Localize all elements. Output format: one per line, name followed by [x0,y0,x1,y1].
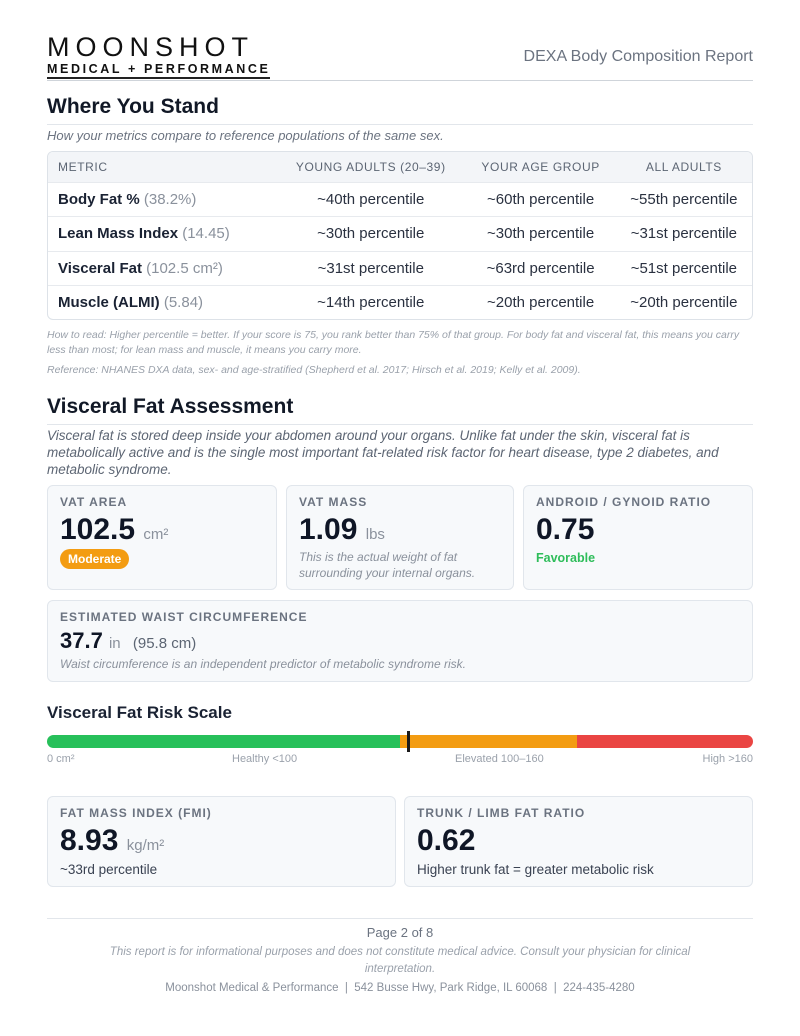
metric-card: VAT AREA 102.5 cm² Moderate [47,485,277,590]
disclaimer: This report is for informational purpose… [109,946,691,975]
table-row: Visceral Fat (102.5 cm²) ~31st percentile… [48,250,752,285]
card-value: 37.7 [60,628,103,653]
divider [47,124,753,125]
card-unit: in [108,635,121,652]
note: How to read: Higher percentile = better.… [47,329,740,356]
percentile-cell: ~31st percentile [615,216,752,250]
metric-name: Lean Mass Index [58,225,179,243]
percentile-cell: ~30th percentile [465,216,616,250]
card-value: 8.93 [60,824,119,857]
percentile-cell: ~31st percentile [276,250,466,285]
column-header: ALL ADULTS [615,152,752,182]
card-value: 0.62 [417,824,476,857]
percentile-cell: ~51st percentile [615,250,752,285]
card-note: Waist circumference is an independent pr… [60,657,466,671]
percentile-cell: ~40th percentile [276,182,466,216]
metric-value: (102.5 cm²) [146,259,223,277]
note: Reference: NHANES DXA data, sex- and age… [47,364,581,376]
metric-cell: Lean Mass Index (14.45) [48,216,277,250]
risk-scale-bar [47,735,753,748]
percentile-cell: ~30th percentile [276,216,466,250]
section-intro: Visceral fat is stored deep inside your … [47,428,719,477]
card-unit: kg/m² [126,837,165,854]
divider [47,424,753,425]
scale-segment [576,735,753,748]
scale-label: Healthy <100 [232,753,298,765]
scale-marker [407,731,410,752]
column-header: METRIC [48,152,277,182]
card-value-row: 8.93 kg/m² [60,824,383,858]
section-subtitle: How your metrics compare to reference po… [47,128,444,143]
metric-card: TRUNK / LIMB FAT RATIO 0.62 Higher trunk… [404,796,753,887]
metric-value: (5.84) [163,294,204,312]
percentile-table: METRIC YOUNG ADULTS (20–39) YOUR AGE GROUP… [48,152,752,319]
column-header: YOUR AGE GROUP [465,152,616,182]
card-alt-value: (95.8 cm) [132,635,197,652]
page-number: Page 2 of 8 [366,925,434,940]
card-unit: cm² [143,526,169,543]
card-label: VAT MASS [299,495,368,509]
waist-card: ESTIMATED WAIST CIRCUMFERENCE 37.7 in (9… [47,600,753,682]
card-value: 0.75 [536,513,595,546]
metric-name: Muscle (ALMI) [58,294,160,312]
metric-card: ANDROID / GYNOID RATIO 0.75 Favorable [523,485,753,590]
card-sub: ~33rd percentile [60,862,158,877]
table-header: METRIC YOUNG ADULTS (20–39) YOUR AGE GROUP… [48,152,752,182]
table-box: METRIC YOUNG ADULTS (20–39) YOUR AGE GROUP… [47,151,753,321]
card-value: 102.5 [60,513,136,546]
percentile-cell: ~14th percentile [276,284,466,319]
scale-title: Visceral Fat Risk Scale [47,703,232,722]
card-unit: lbs [365,526,385,543]
table-row: Lean Mass Index (14.45) ~30th percentile ~… [48,216,752,250]
scale-label: 0 cm² [47,753,75,765]
card-label: FAT MASS INDEX (FMI) [60,806,212,820]
card-label: ESTIMATED WAIST CIRCUMFERENCE [60,610,308,624]
contact: Moonshot Medical & Performance | 542 Bus… [165,982,635,994]
metric-card: FAT MASS INDEX (FMI) 8.93 kg/m² ~33rd pe… [47,796,396,887]
card-note: This is the actual weight of fat surroun… [299,550,476,580]
metric-value: (14.45) [182,225,230,243]
percentile-cell: ~20th percentile [615,284,752,319]
metric-cell: Muscle (ALMI) (5.84) [48,284,277,319]
card-value-row: 1.09 lbs [299,513,501,547]
brand-subtitle: MEDICAL + PERFORMANCE [47,62,271,79]
column-header: YOUNG ADULTS (20–39) [276,152,466,182]
metric-name: Visceral Fat [58,259,142,277]
scale-label: High >160 [702,753,753,765]
percentile-cell: ~20th percentile [465,284,616,319]
table-row: Body Fat % (38.2%) ~40th percentile ~60th … [48,182,752,216]
scale-segment [400,735,577,748]
scale-segment [47,735,400,748]
brand: MOONSHOT [47,32,254,62]
card-status: Favorable [536,551,596,565]
report-title: DEXA Body Composition Report [523,48,753,65]
section-title: Visceral Fat Assessment [47,395,294,418]
card-value: 1.09 [299,513,358,546]
card-label: TRUNK / LIMB FAT RATIO [417,806,586,820]
status-badge: Moderate [60,549,130,569]
percentile-cell: ~60th percentile [465,182,616,216]
divider [47,918,753,919]
card-sub: Higher trunk fat = greater metabolic ris… [417,862,654,877]
card-value-row: 37.7 in (95.8 cm) [60,628,740,654]
table-row: Muscle (ALMI) (5.84) ~14th percentile ~20t… [48,284,752,319]
metric-cell: Body Fat % (38.2%) [48,182,277,216]
card-value-row: 102.5 cm² [60,513,264,547]
divider [47,80,753,81]
card-label: VAT AREA [60,495,128,509]
metric-value: (38.2%) [143,191,197,209]
card-label: ANDROID / GYNOID RATIO [536,495,712,509]
metric-cell: Visceral Fat (102.5 cm²) [48,250,277,285]
percentile-cell: ~55th percentile [615,182,752,216]
metric-card: VAT MASS 1.09 lbs This is the actual wei… [286,485,514,590]
metric-name: Body Fat % [58,191,140,209]
percentile-cell: ~63rd percentile [465,250,616,285]
section-title: Where You Stand [47,95,219,118]
scale-label: Elevated 100–160 [455,753,544,765]
